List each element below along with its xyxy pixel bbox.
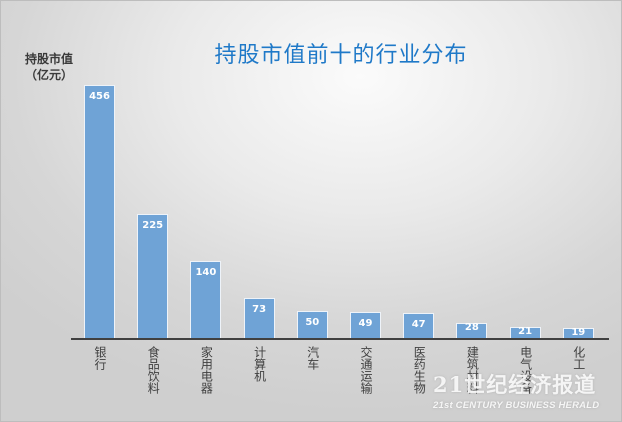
bar: 456 xyxy=(84,85,115,339)
watermark-en: 21st CENTURY BUSINESS HERALD xyxy=(433,400,600,411)
bar: 225 xyxy=(137,214,169,339)
category-label: 交通运输 xyxy=(359,346,373,394)
category-label: 食品饮料 xyxy=(146,346,161,394)
bar: 49 xyxy=(350,312,381,339)
category-label: 计算机 xyxy=(252,346,267,382)
y-axis-label-line-1: 持股市值 xyxy=(24,52,73,66)
bar: 140 xyxy=(190,261,222,339)
bar: 19 xyxy=(562,327,594,339)
bar-value-label: 50 xyxy=(305,317,320,328)
chart-title: 持股市值前十的行业分布 xyxy=(214,43,468,68)
bar-value-label: 49 xyxy=(358,318,373,329)
bar-value-label: 73 xyxy=(252,304,267,315)
watermark-cn: 21世纪经济报道 xyxy=(433,372,597,397)
bar: 21 xyxy=(509,326,541,339)
y-axis-label: 持股市值 （亿元） xyxy=(19,51,79,83)
bar-value-label: 225 xyxy=(142,220,164,231)
bar: 73 xyxy=(243,298,275,339)
bar: 28 xyxy=(456,322,488,339)
bar-value-label: 140 xyxy=(195,267,217,278)
category-label: 家用电器 xyxy=(199,346,214,394)
category-label: 电气设备 xyxy=(518,346,533,394)
bar: 47 xyxy=(403,313,435,339)
category-label: 建筑材料 xyxy=(465,346,480,394)
bar-value-label: 19 xyxy=(571,327,586,338)
y-axis-label-line-2: （亿元） xyxy=(24,68,73,82)
bar-value-label: 28 xyxy=(464,322,479,333)
bar-value-label: 47 xyxy=(411,319,426,330)
category-label: 化工 xyxy=(571,346,586,370)
x-axis-line xyxy=(71,338,609,340)
plot-area: 456 225 140 73 50 49 47 28 21 19 xyxy=(71,61,611,339)
category-label: 医药生物 xyxy=(412,346,427,394)
bar-value-label: 456 xyxy=(89,91,110,102)
bar-value-label: 21 xyxy=(518,326,533,337)
watermark: 21世纪经济报道 21st CENTURY BUSINESS HERALD xyxy=(433,369,599,411)
bar: 50 xyxy=(296,311,328,339)
category-label: 银行 xyxy=(93,346,107,370)
category-label: 汽车 xyxy=(305,346,320,370)
